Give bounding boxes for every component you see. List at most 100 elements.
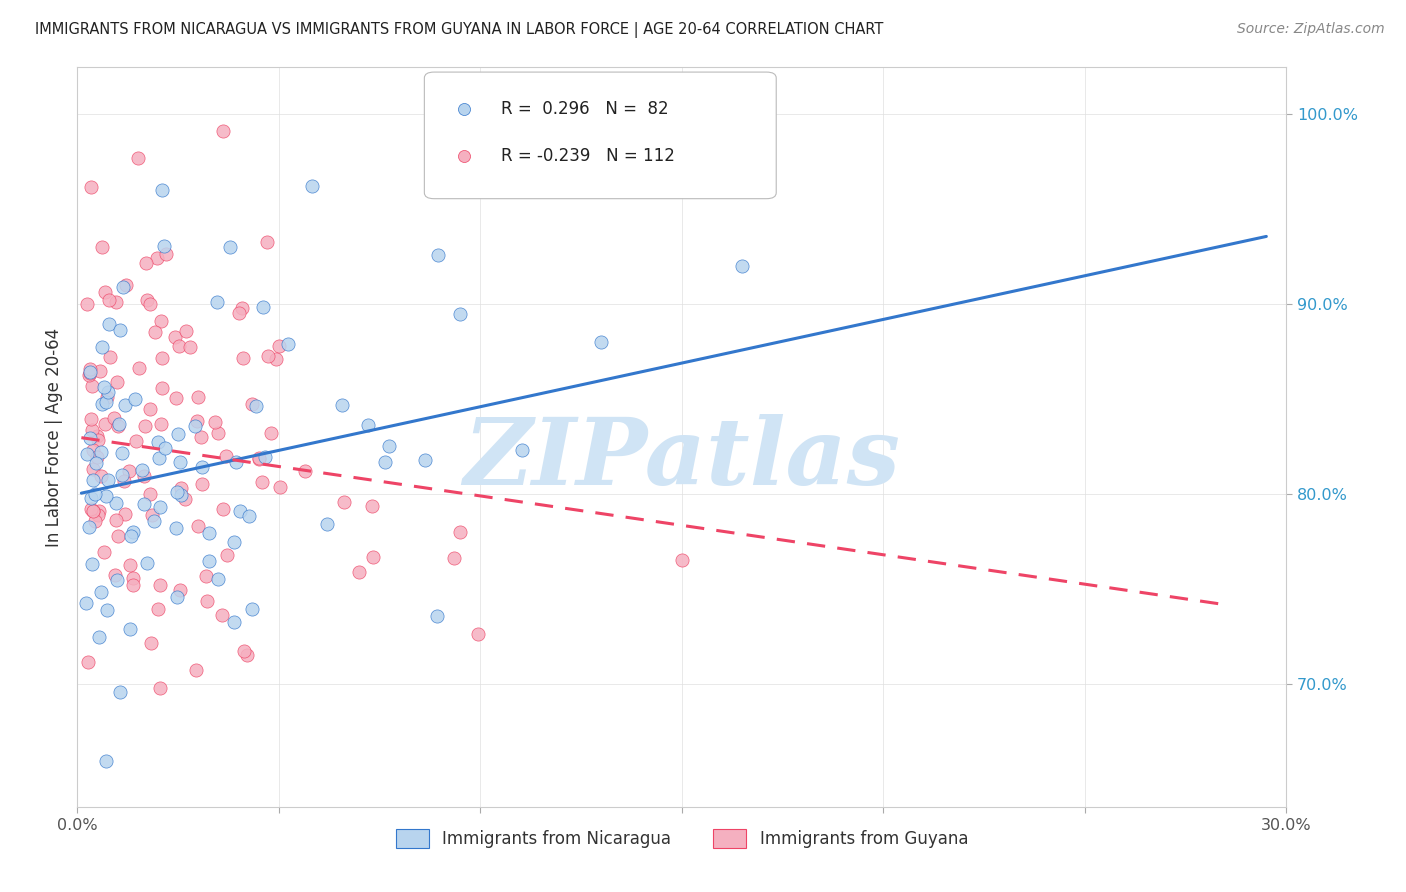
Point [98, 293, 121, 308]
Point [94, 285, 117, 299]
Point [122, 571, 145, 585]
Point [114, 508, 136, 522]
Point [165, 391, 187, 405]
Point [1355, 335, 1378, 350]
Point [269, 479, 291, 493]
Point [232, 351, 254, 366]
Point [190, 459, 212, 474]
Point [86, 450, 108, 464]
Point [105, 295, 128, 310]
Point [277, 336, 299, 351]
Point [155, 247, 177, 261]
Point [82, 503, 104, 517]
Point [332, 494, 354, 508]
Point [245, 399, 267, 413]
Point [211, 608, 233, 623]
Point [79, 431, 101, 445]
Point [149, 578, 172, 592]
Point [135, 256, 157, 270]
Point [231, 301, 253, 315]
Point [153, 441, 176, 455]
Point [169, 455, 191, 469]
Point [89, 364, 111, 378]
Point [198, 554, 221, 568]
Point [134, 419, 156, 434]
FancyBboxPatch shape [425, 72, 776, 199]
Point [195, 594, 218, 608]
Point [187, 519, 209, 533]
Point [184, 419, 207, 434]
Point [167, 338, 190, 352]
Point [207, 572, 229, 586]
Point [118, 622, 141, 636]
Point [135, 557, 157, 571]
Point [449, 524, 471, 539]
Point [198, 525, 221, 540]
Point [174, 492, 197, 507]
Point [107, 419, 129, 434]
Point [152, 381, 174, 395]
Point [90, 585, 112, 599]
Point [107, 528, 129, 542]
Point [105, 375, 128, 389]
Point [150, 313, 173, 327]
Point [79, 365, 101, 379]
Point [252, 475, 274, 489]
Point [165, 521, 187, 535]
Point [80, 501, 103, 516]
Point [449, 307, 471, 321]
Point [90, 240, 112, 254]
Point [149, 417, 172, 431]
Point [103, 411, 125, 425]
Point [357, 417, 380, 432]
Point [211, 124, 233, 138]
Point [204, 416, 226, 430]
Point [87, 630, 110, 644]
Point [105, 513, 128, 527]
Point [82, 473, 104, 487]
Point [83, 487, 105, 501]
Point [79, 362, 101, 376]
Legend: Immigrants from Nicaragua, Immigrants from Guyana: Immigrants from Nicaragua, Immigrants fr… [389, 822, 974, 855]
Point [80, 412, 103, 426]
Point [150, 351, 173, 366]
Point [111, 446, 134, 460]
Point [149, 500, 172, 515]
Point [77, 368, 100, 382]
Point [510, 443, 533, 458]
Point [228, 306, 250, 320]
Point [240, 602, 263, 616]
Point [167, 427, 190, 442]
Point [79, 366, 101, 380]
Point [301, 178, 323, 193]
Point [330, 398, 353, 412]
Point [82, 504, 104, 518]
Point [80, 179, 103, 194]
Point [90, 469, 112, 483]
Point [125, 434, 148, 448]
Point [97, 384, 120, 399]
Point [225, 455, 247, 469]
Point [94, 489, 117, 503]
Point [222, 534, 245, 549]
Point [86, 429, 108, 443]
Point [215, 548, 238, 562]
Point [224, 615, 246, 629]
Text: IMMIGRANTS FROM NICARAGUA VS IMMIGRANTS FROM GUYANA IN LABOR FORCE | AGE 20-64 C: IMMIGRANTS FROM NICARAGUA VS IMMIGRANTS … [35, 22, 883, 38]
Text: Source: ZipAtlas.com: Source: ZipAtlas.com [1237, 22, 1385, 37]
Point [427, 248, 450, 262]
Point [94, 395, 117, 409]
Point [233, 644, 256, 658]
Point [93, 545, 115, 559]
Point [219, 240, 242, 254]
Point [238, 509, 260, 524]
Point [132, 468, 155, 483]
Point [294, 464, 316, 478]
Point [124, 392, 146, 406]
Point [93, 380, 115, 394]
Point [132, 497, 155, 511]
Point [107, 417, 129, 431]
Point [426, 609, 449, 624]
Point [166, 591, 188, 605]
Point [127, 151, 149, 165]
